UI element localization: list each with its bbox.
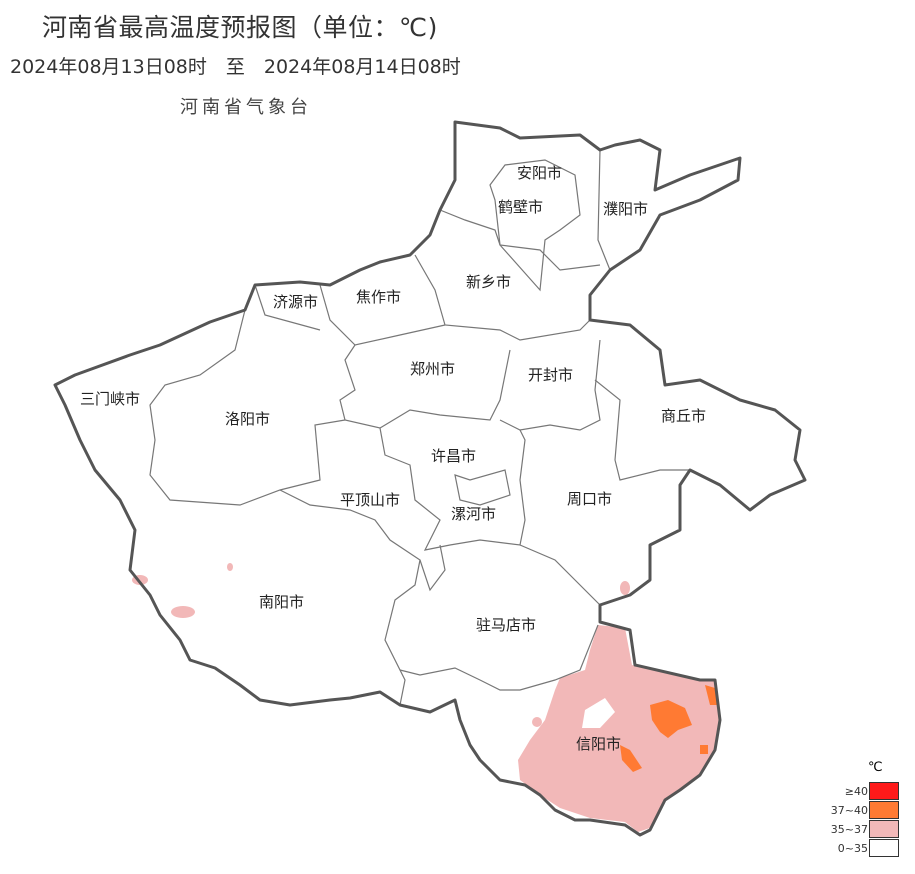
legend-label: ≥40 [844, 785, 868, 798]
legend-swatch [869, 782, 899, 800]
legend-label: 37~40 [830, 804, 868, 817]
legend-label: 0~35 [837, 842, 868, 855]
city-label: 开封市 [528, 366, 573, 384]
temp-area-35-37 [518, 625, 720, 832]
city-label: 周口市 [567, 490, 612, 508]
henan-province-outline [53, 120, 807, 837]
city-label: 洛阳市 [225, 410, 270, 428]
temp-area-37-40 [700, 745, 708, 754]
temp-area-35-37 [620, 581, 630, 595]
legend-swatch [869, 839, 899, 857]
city-label: 商丘市 [661, 407, 706, 425]
legend-item: 37~40 [831, 801, 908, 820]
city-label: 平顶山市 [340, 491, 400, 509]
agency-name: 河南省气象台 [180, 97, 312, 118]
city-label: 焦作市 [356, 288, 401, 306]
temp-area-35-37 [227, 563, 233, 571]
city-label: 新乡市 [466, 273, 511, 291]
legend-item: ≥40 [838, 782, 908, 801]
city-label: 许昌市 [431, 447, 476, 465]
city-label: 鹤壁市 [498, 198, 543, 216]
temp-area-35-37 [532, 717, 542, 727]
map-title: 河南省最高温度预报图（单位：℃) [42, 13, 438, 42]
legend-swatch [869, 801, 899, 819]
city-borders [149, 149, 690, 706]
forecast-period: 2024年08月13日08时 至 2024年08月14日08时 [10, 56, 461, 78]
city-label: 郑州市 [410, 360, 455, 378]
city-label: 驻马店市 [476, 616, 536, 634]
legend-item: 35~37 [831, 820, 908, 839]
city-label: 南阳市 [259, 593, 304, 611]
temp-area-35-37 [171, 606, 195, 618]
temp-area-37-40 [620, 745, 642, 772]
city-label: 濮阳市 [603, 200, 648, 218]
legend-swatch [869, 820, 899, 838]
temp-area-35-37 [582, 698, 615, 728]
legend-unit: ℃ [868, 760, 883, 775]
legend-item: 0~35 [838, 839, 908, 858]
temp-area-37-40 [650, 700, 692, 738]
legend-label: 35~37 [830, 823, 868, 836]
city-label: 三门峡市 [80, 390, 140, 408]
city-label: 漯河市 [451, 505, 496, 523]
city-label: 济源市 [273, 293, 318, 311]
city-label: 安阳市 [517, 164, 562, 182]
city-label: 信阳市 [576, 735, 621, 753]
